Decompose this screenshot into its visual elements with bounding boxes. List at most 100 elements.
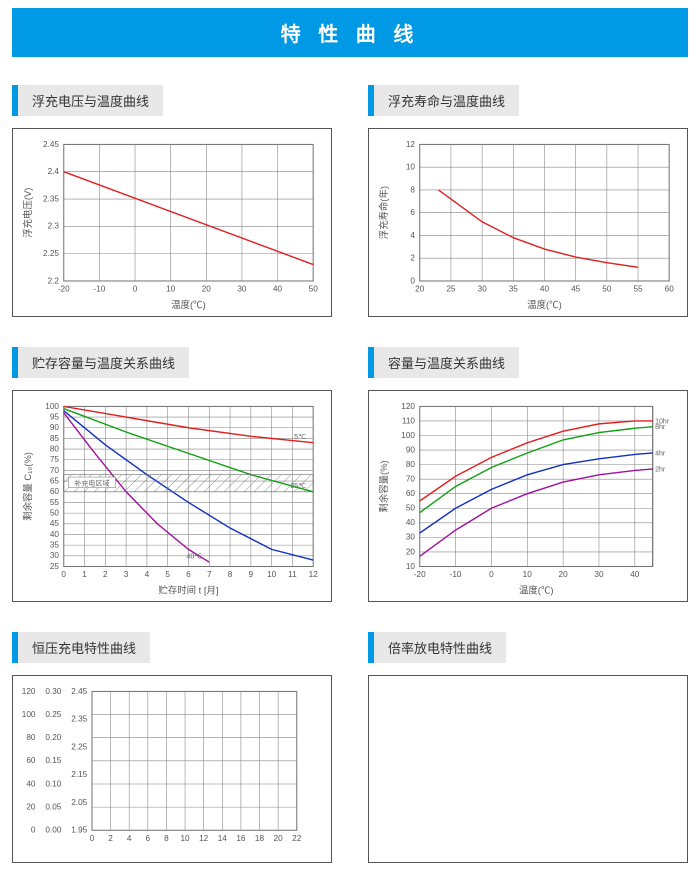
svg-text:30: 30 — [237, 285, 247, 294]
svg-text:12: 12 — [309, 570, 319, 579]
svg-text:2.35: 2.35 — [43, 194, 59, 203]
svg-text:0: 0 — [133, 285, 138, 294]
svg-text:2: 2 — [410, 254, 415, 263]
svg-text:8hr: 8hr — [655, 424, 666, 431]
svg-text:-20: -20 — [58, 285, 70, 294]
svg-text:-10: -10 — [450, 570, 462, 579]
svg-text:0.15: 0.15 — [45, 756, 61, 765]
svg-text:35: 35 — [509, 285, 519, 294]
svg-text:2.25: 2.25 — [43, 249, 59, 258]
svg-text:温度(℃): 温度(℃) — [527, 299, 561, 310]
svg-text:1.95: 1.95 — [71, 825, 87, 834]
svg-text:9: 9 — [249, 570, 254, 579]
svg-text:10: 10 — [523, 570, 533, 579]
svg-text:2.3: 2.3 — [48, 222, 60, 231]
svg-text:25: 25 — [50, 561, 60, 570]
svg-text:0: 0 — [90, 833, 95, 842]
svg-text:2.2: 2.2 — [48, 276, 60, 285]
chart-cell-3: 贮存容量与温度关系曲线 0123456789101112253035404550… — [12, 347, 332, 602]
chart-title-5: 恒压充电特性曲线 — [18, 632, 150, 663]
svg-text:55: 55 — [633, 285, 643, 294]
svg-text:80: 80 — [406, 459, 416, 468]
svg-text:0: 0 — [410, 276, 415, 285]
svg-text:0.25: 0.25 — [45, 710, 61, 719]
chart-cell-2: 浮充寿命与温度曲线 202530354045505560024681012温度(… — [368, 85, 688, 317]
svg-text:40: 40 — [273, 285, 283, 294]
svg-text:45: 45 — [50, 519, 60, 528]
svg-text:75: 75 — [50, 455, 60, 464]
svg-text:50: 50 — [50, 508, 60, 517]
svg-text:8: 8 — [228, 570, 233, 579]
svg-text:补充电区域: 补充电区域 — [74, 478, 109, 487]
svg-text:10: 10 — [180, 833, 190, 842]
svg-text:25℃: 25℃ — [290, 483, 306, 490]
svg-text:10: 10 — [406, 561, 416, 570]
svg-text:6: 6 — [186, 570, 191, 579]
chart-title-1: 浮充电压与温度曲线 — [18, 85, 163, 116]
svg-text:30: 30 — [50, 551, 60, 560]
svg-text:2: 2 — [103, 570, 108, 579]
chart-6 — [368, 675, 688, 864]
svg-text:0.10: 0.10 — [45, 779, 61, 788]
svg-text:14: 14 — [218, 833, 228, 842]
svg-text:20: 20 — [559, 570, 569, 579]
svg-text:20: 20 — [406, 547, 416, 556]
chart-cell-1: 浮充电压与温度曲线 -20-10010203040502.22.252.32.3… — [12, 85, 332, 317]
svg-text:剩余容量 C₁₀(%): 剩余容量 C₁₀(%) — [22, 452, 33, 521]
svg-text:2: 2 — [108, 833, 113, 842]
svg-text:温度(℃): 温度(℃) — [171, 299, 205, 310]
svg-text:100: 100 — [401, 430, 415, 439]
svg-text:16: 16 — [236, 833, 246, 842]
svg-text:100: 100 — [22, 710, 36, 719]
svg-text:2.15: 2.15 — [71, 770, 87, 779]
svg-text:60: 60 — [50, 487, 60, 496]
svg-text:95: 95 — [50, 412, 60, 421]
svg-text:30: 30 — [478, 285, 488, 294]
svg-text:10: 10 — [267, 570, 277, 579]
svg-text:90: 90 — [406, 445, 416, 454]
svg-text:2.4: 2.4 — [48, 167, 60, 176]
svg-text:40: 40 — [50, 529, 60, 538]
svg-text:2hr: 2hr — [655, 466, 666, 473]
svg-text:40: 40 — [406, 518, 416, 527]
svg-text:120: 120 — [401, 401, 415, 410]
svg-text:40℃: 40℃ — [186, 553, 202, 560]
svg-text:55: 55 — [50, 497, 60, 506]
svg-text:40: 40 — [26, 779, 36, 788]
svg-text:18: 18 — [255, 833, 265, 842]
svg-text:-10: -10 — [93, 285, 105, 294]
svg-text:60: 60 — [26, 756, 36, 765]
svg-text:80: 80 — [26, 733, 36, 742]
svg-text:4: 4 — [410, 231, 415, 240]
svg-text:40: 40 — [630, 570, 640, 579]
chart-title-3: 贮存容量与温度关系曲线 — [18, 347, 189, 378]
svg-text:8: 8 — [164, 833, 169, 842]
svg-text:0.30: 0.30 — [45, 686, 61, 695]
svg-text:2.25: 2.25 — [71, 742, 87, 751]
svg-text:10: 10 — [406, 163, 416, 172]
svg-text:温度(℃): 温度(℃) — [519, 584, 553, 595]
svg-text:5: 5 — [165, 570, 170, 579]
svg-text:浮充电压(V): 浮充电压(V) — [22, 188, 33, 238]
svg-text:3: 3 — [124, 570, 129, 579]
chart-title-4: 容量与温度关系曲线 — [374, 347, 519, 378]
svg-text:90: 90 — [50, 423, 60, 432]
svg-text:70: 70 — [50, 465, 60, 474]
chart-cell-6: 倍率放电特性曲线 — [368, 632, 688, 864]
svg-text:20: 20 — [274, 833, 284, 842]
svg-text:30: 30 — [594, 570, 604, 579]
svg-text:70: 70 — [406, 474, 416, 483]
svg-text:30: 30 — [406, 532, 416, 541]
svg-text:7: 7 — [207, 570, 212, 579]
svg-text:85: 85 — [50, 433, 60, 442]
svg-text:贮存时间 t [月]: 贮存时间 t [月] — [158, 584, 218, 595]
svg-text:50: 50 — [406, 503, 416, 512]
svg-text:50: 50 — [602, 285, 612, 294]
svg-text:0.05: 0.05 — [45, 802, 61, 811]
svg-text:浮充寿命(年): 浮充寿命(年) — [378, 186, 389, 239]
svg-text:4hr: 4hr — [655, 450, 666, 457]
svg-text:6: 6 — [146, 833, 151, 842]
svg-text:1: 1 — [82, 570, 87, 579]
chart-grid: 浮充电压与温度曲线 -20-10010203040502.22.252.32.3… — [12, 85, 688, 863]
svg-text:12: 12 — [199, 833, 209, 842]
